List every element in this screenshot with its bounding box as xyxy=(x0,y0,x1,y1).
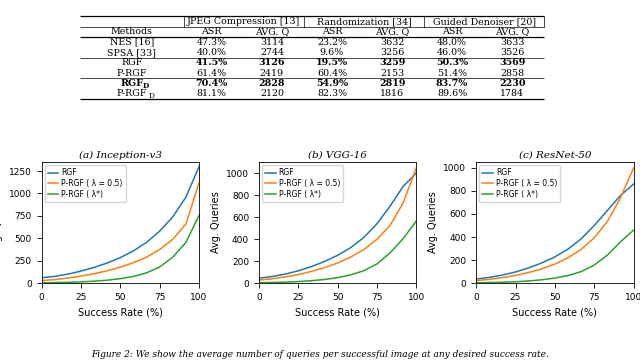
Text: 3259: 3259 xyxy=(379,58,405,67)
Text: 60.4%: 60.4% xyxy=(317,69,347,78)
Text: RGF: RGF xyxy=(121,58,143,67)
Text: 83.7%: 83.7% xyxy=(436,79,468,88)
Title: (c) ResNet-50: (c) ResNet-50 xyxy=(518,151,591,160)
Text: 3633: 3633 xyxy=(500,38,525,46)
Text: JPEG Compression [13]: JPEG Compression [13] xyxy=(187,17,300,26)
Text: ASR: ASR xyxy=(322,27,342,36)
Text: Methods: Methods xyxy=(111,27,153,36)
Text: AVG. Q: AVG. Q xyxy=(255,27,289,36)
Text: 2828: 2828 xyxy=(259,79,285,88)
Text: 3632: 3632 xyxy=(380,38,404,46)
Title: (a) Inception-v3: (a) Inception-v3 xyxy=(79,151,162,160)
Text: 2858: 2858 xyxy=(500,69,524,78)
Text: ASR: ASR xyxy=(202,27,222,36)
Legend: RGF, P-RGF ( λ = 0.5), P-RGF ( λ*): RGF, P-RGF ( λ = 0.5), P-RGF ( λ*) xyxy=(479,165,561,202)
Text: AVG. Q: AVG. Q xyxy=(375,27,409,36)
Text: ASR: ASR xyxy=(442,27,463,36)
Legend: RGF, P-RGF ( λ = 0.5), P-RGF ( λ*): RGF, P-RGF ( λ = 0.5), P-RGF ( λ*) xyxy=(262,165,343,202)
Text: 2120: 2120 xyxy=(260,89,284,98)
Text: 2153: 2153 xyxy=(380,69,404,78)
Text: P-RGF: P-RGF xyxy=(116,89,147,98)
Text: 9.6%: 9.6% xyxy=(320,48,344,57)
X-axis label: Success Rate (%): Success Rate (%) xyxy=(78,307,163,317)
Text: D: D xyxy=(148,92,154,100)
Text: 40.0%: 40.0% xyxy=(197,48,227,57)
Text: 3126: 3126 xyxy=(259,58,285,67)
Text: 2744: 2744 xyxy=(260,48,284,57)
Text: 82.3%: 82.3% xyxy=(317,89,347,98)
Text: 2419: 2419 xyxy=(260,69,284,78)
Text: 48.0%: 48.0% xyxy=(437,38,467,46)
Text: 2819: 2819 xyxy=(379,79,405,88)
X-axis label: Success Rate (%): Success Rate (%) xyxy=(295,307,380,317)
Text: D: D xyxy=(143,82,149,90)
Legend: RGF, P-RGF ( λ = 0.5), P-RGF ( λ*): RGF, P-RGF ( λ = 0.5), P-RGF ( λ*) xyxy=(45,165,126,202)
X-axis label: Success Rate (%): Success Rate (%) xyxy=(513,307,597,317)
Text: 1816: 1816 xyxy=(380,89,404,98)
Text: Guided Denoiser [20]: Guided Denoiser [20] xyxy=(433,17,536,26)
Text: 51.4%: 51.4% xyxy=(437,69,467,78)
Text: RGF: RGF xyxy=(120,79,143,88)
Text: 89.6%: 89.6% xyxy=(437,89,467,98)
Text: 3569: 3569 xyxy=(499,58,525,67)
Text: 2230: 2230 xyxy=(499,79,525,88)
Text: 47.3%: 47.3% xyxy=(196,38,227,46)
Text: SPSA [33]: SPSA [33] xyxy=(108,48,156,57)
Text: 46.0%: 46.0% xyxy=(437,48,467,57)
Title: (b) VGG-16: (b) VGG-16 xyxy=(308,151,367,160)
Text: 61.4%: 61.4% xyxy=(196,69,227,78)
Text: Figure 2: We show the average number of queries per successful image at any desi: Figure 2: We show the average number of … xyxy=(91,350,549,359)
Text: 23.2%: 23.2% xyxy=(317,38,347,46)
Y-axis label: Avg. Queries: Avg. Queries xyxy=(0,192,3,253)
Text: 3526: 3526 xyxy=(500,48,524,57)
Text: NES [16]: NES [16] xyxy=(109,38,154,46)
Text: 70.4%: 70.4% xyxy=(196,79,228,88)
Y-axis label: Avg. Queries: Avg. Queries xyxy=(211,192,221,253)
Text: 3256: 3256 xyxy=(380,48,404,57)
Text: 81.1%: 81.1% xyxy=(197,89,227,98)
Text: AVG. Q: AVG. Q xyxy=(495,27,529,36)
Text: Randomization [34]: Randomization [34] xyxy=(317,17,412,26)
Text: 1784: 1784 xyxy=(500,89,524,98)
Text: 54.9%: 54.9% xyxy=(316,79,348,88)
Text: 41.5%: 41.5% xyxy=(196,58,228,67)
Text: P-RGF: P-RGF xyxy=(116,69,147,78)
Y-axis label: Avg. Queries: Avg. Queries xyxy=(428,192,438,253)
Text: 19.5%: 19.5% xyxy=(316,58,348,67)
Text: 50.3%: 50.3% xyxy=(436,58,468,67)
Text: 3114: 3114 xyxy=(260,38,284,46)
